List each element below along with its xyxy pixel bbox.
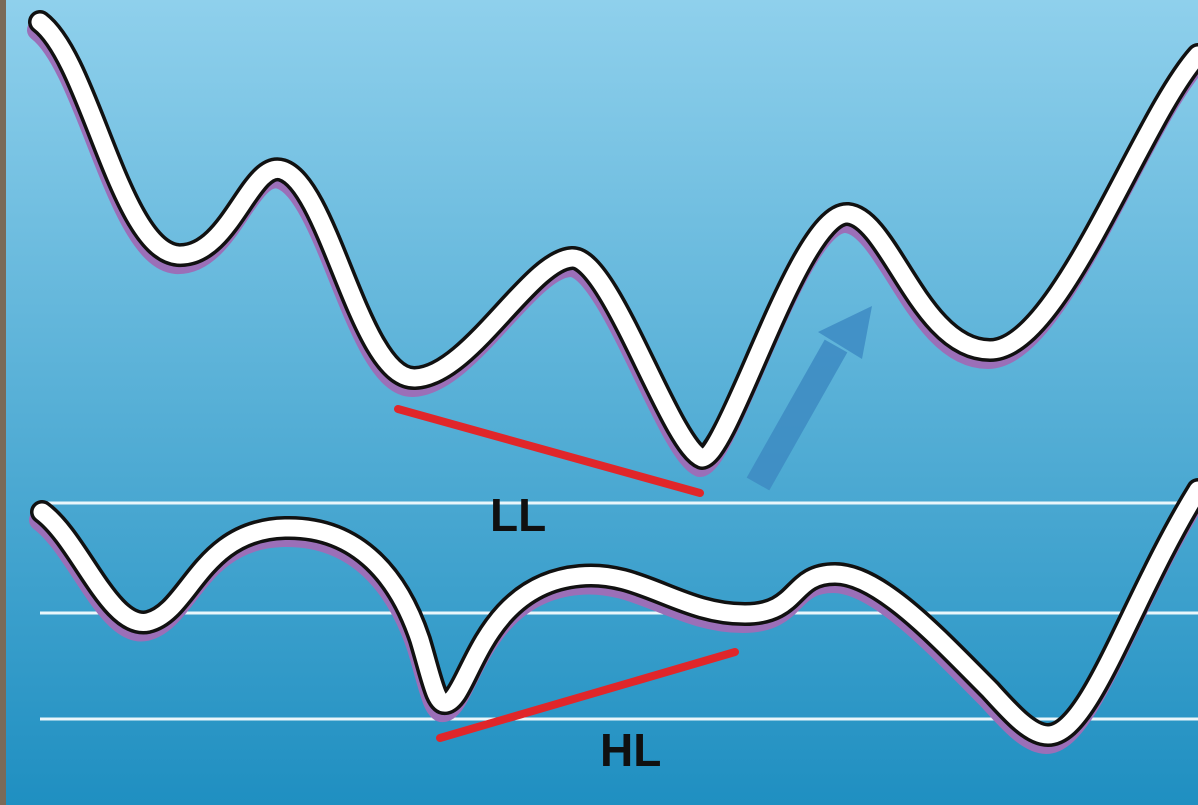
- arrow-up-right-icon: [746, 306, 872, 491]
- price-lower-low-trendline: [394, 405, 704, 497]
- frame-left-edge: [0, 0, 6, 805]
- higher-low-label: HL: [600, 724, 661, 776]
- indicator-curve: [29, 478, 1198, 754]
- indicator-higher-low-trendline: [436, 648, 739, 742]
- lower-low-label: LL: [490, 489, 546, 541]
- price-curve: [27, 10, 1198, 477]
